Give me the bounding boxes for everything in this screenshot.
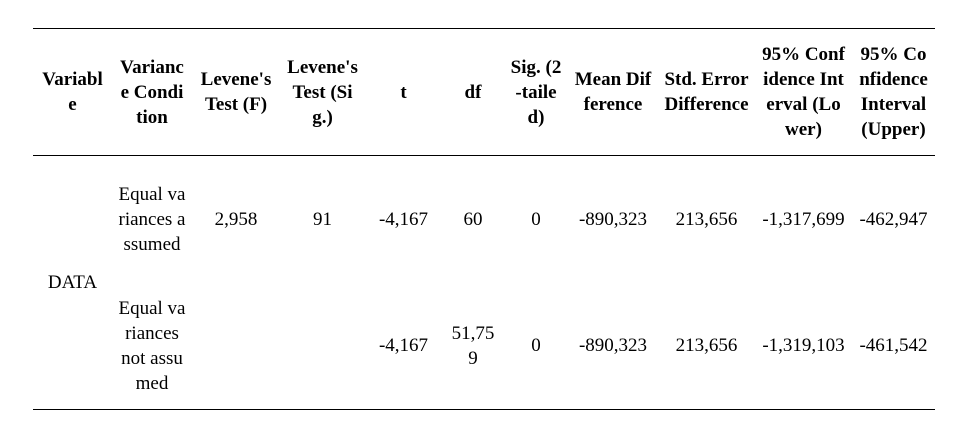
cell: 0: [531, 208, 541, 230]
column-header: Variable: [42, 69, 103, 115]
column-header: Variance Condition: [120, 56, 184, 128]
column-header: t: [400, 81, 407, 103]
cell: 60: [463, 208, 483, 230]
table-body: DATA Equal variances assumed 2,958 91 -4,167…: [33, 156, 935, 410]
cell: -1,319,103: [762, 335, 845, 357]
empty-cell: [280, 283, 365, 410]
cell: 213,656: [675, 335, 738, 357]
empty-cell: [192, 283, 280, 410]
cell: -1,317,699: [762, 208, 845, 230]
cell: Equal variances not assumed: [118, 297, 186, 394]
table-row: Equal variances not assumed -4,167 51,759 0…: [33, 283, 935, 410]
cell: 51,759: [451, 322, 495, 369]
column-header: Sig. (2-tailed): [510, 56, 562, 128]
cell: -461,542: [859, 335, 928, 357]
cell: -890,323: [578, 335, 648, 357]
column-header: Std. Error Difference: [664, 69, 749, 115]
table-header: Variable Variance Condition Levene's Test …: [33, 28, 935, 156]
column-header: 95% Confidence Interval (Lower): [762, 44, 845, 140]
column-header: df: [464, 81, 482, 103]
results-table: Variable Variance Condition Levene's Test …: [33, 28, 935, 410]
table-row: DATA Equal variances assumed 2,958 91 -4,167…: [33, 156, 935, 293]
cell: -4,167: [378, 208, 429, 230]
cell: -4,167: [378, 335, 429, 357]
column-header: Levene's Test (F): [200, 69, 272, 115]
column-header: Levene's Test (Sig.): [287, 56, 358, 128]
cell: 0: [531, 335, 541, 357]
cell: 2,958: [214, 208, 258, 230]
cell: Equal variances assumed: [118, 183, 186, 255]
cell: 213,656: [675, 208, 738, 230]
cell: DATA: [47, 272, 98, 293]
header-row: Variable Variance Condition Levene's Test …: [33, 28, 935, 156]
cell: -462,947: [859, 208, 928, 230]
cell: -890,323: [578, 208, 648, 230]
column-header: Mean Difference: [574, 69, 652, 115]
cell: 91: [313, 208, 332, 230]
column-header: 95% Confidence Interval (Upper): [859, 44, 928, 140]
